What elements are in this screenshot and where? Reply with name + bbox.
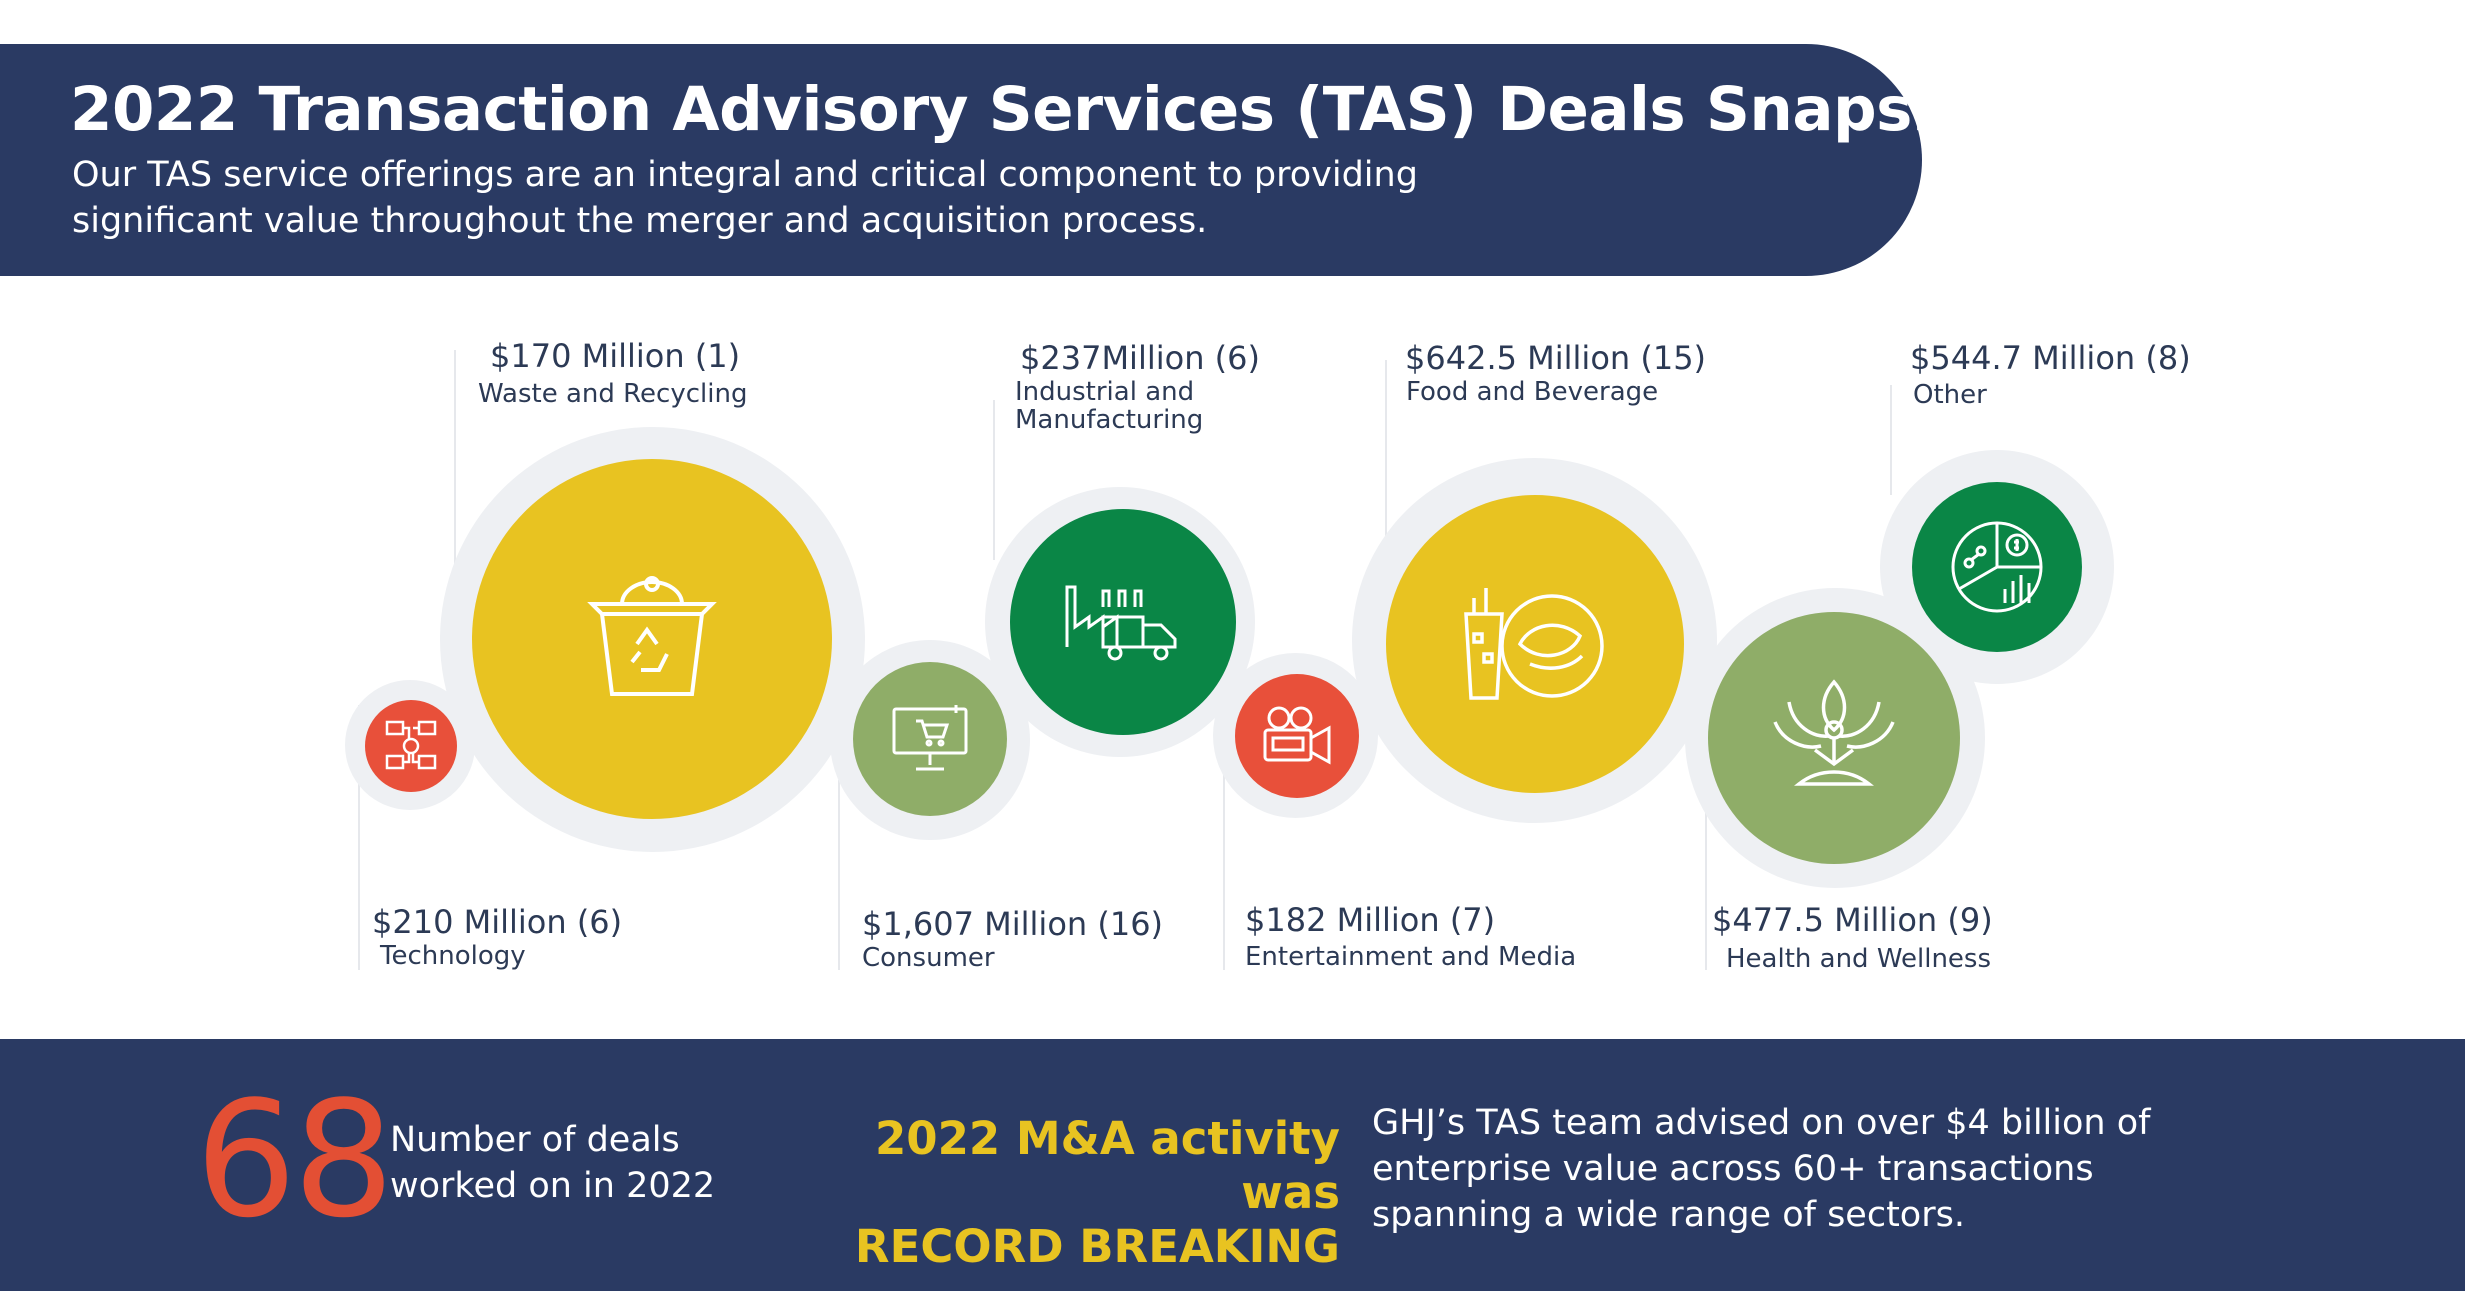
guide-line <box>358 705 360 970</box>
sector-label-food-and-beverage: Food and Beverage <box>1406 377 1659 407</box>
record-line-2: RECORD BREAKING <box>854 1220 1340 1273</box>
shopping-cart-monitor-icon <box>890 703 970 775</box>
sector-bubble-technology <box>365 700 457 792</box>
network-computers-icon <box>383 718 439 774</box>
guide-line <box>1705 810 1707 970</box>
header-banner <box>0 44 1922 276</box>
recycling-bin-icon <box>582 574 722 704</box>
meditation-lotus-icon <box>1769 678 1899 798</box>
deal-count: 68 <box>195 1066 395 1253</box>
finance-pie-chart-icon <box>1947 517 2047 617</box>
sector-label-health-and-wellness: Health and Wellness <box>1726 944 1992 974</box>
guide-line <box>993 400 995 560</box>
guide-line <box>1223 760 1225 970</box>
guide-line <box>454 350 456 580</box>
sector-label-consumer: Consumer <box>862 943 995 973</box>
sector-value-other: $544.7 Million (8) <box>1910 339 2191 377</box>
film-camera-icon <box>1257 704 1337 768</box>
sector-value-industrial-and-manufacturing: $237Million (6) <box>1020 339 1260 377</box>
sector-bubble-industrial-and-manufacturing <box>1010 509 1236 735</box>
sector-label-waste-and-recycling: Waste and Recycling <box>478 379 748 409</box>
page-title: 2022 Transaction Advisory Services (TAS)… <box>70 74 2025 145</box>
sector-value-consumer: $1,607 Million (16) <box>862 905 1164 943</box>
sector-value-health-and-wellness: $477.5 Million (9) <box>1712 901 1993 939</box>
page-subtitle: Our TAS service offerings are an integra… <box>72 155 1418 241</box>
sector-label-entertainment-and-media: Entertainment and Media <box>1245 942 1577 972</box>
sector-label-other: Other <box>1913 380 1987 410</box>
sector-bubble-food-and-beverage <box>1386 495 1684 793</box>
guide-line <box>1385 360 1387 570</box>
advised-summary: GHJ’s TAS team advised on over $4 billio… <box>1372 1103 2151 1235</box>
record-line-1: 2022 M&A activity was <box>874 1112 1340 1219</box>
sector-label-industrial-and-manufacturing: Industrial and Manufacturing <box>1015 377 1204 435</box>
sector-bubble-health-and-wellness <box>1708 612 1960 864</box>
sector-value-technology: $210 Million (6) <box>372 903 623 941</box>
sector-bubble-waste-and-recycling <box>472 459 832 819</box>
sector-value-food-and-beverage: $642.5 Million (15) <box>1405 339 1707 377</box>
footer-banner <box>0 1039 2465 1291</box>
record-breaking-callout: 2022 M&A activity was RECORD BREAKING <box>800 1112 1340 1274</box>
food-drink-icon <box>1460 584 1610 704</box>
sector-bubble-consumer <box>853 662 1007 816</box>
guide-line <box>838 780 840 970</box>
sector-bubble-other <box>1912 482 2082 652</box>
guide-line <box>1890 385 1892 495</box>
sector-value-waste-and-recycling: $170 Million (1) <box>490 337 741 375</box>
deal-count-label: Number of deals worked on in 2022 <box>390 1120 716 1206</box>
sector-value-entertainment-and-media: $182 Million (7) <box>1245 901 1496 939</box>
sector-label-technology: Technology <box>380 941 526 971</box>
factory-truck-icon <box>1063 577 1183 667</box>
sector-bubble-entertainment-and-media <box>1235 674 1359 798</box>
